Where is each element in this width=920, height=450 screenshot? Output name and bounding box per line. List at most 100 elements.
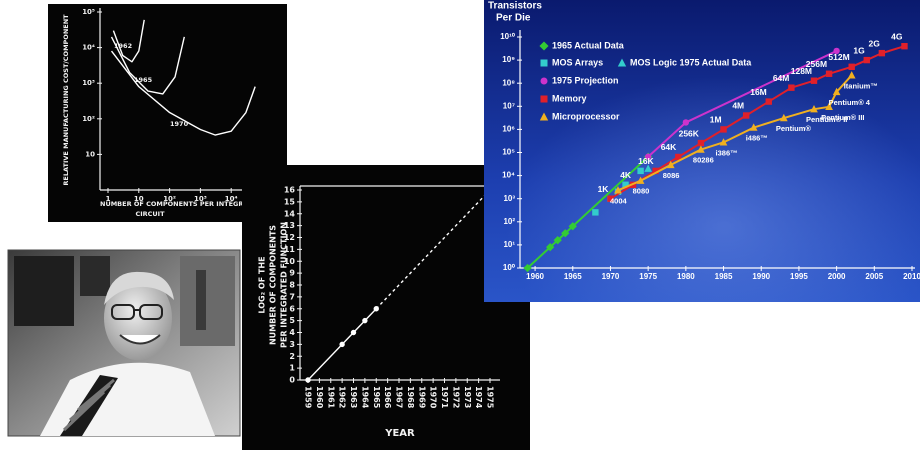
portrait-photo <box>8 250 240 436</box>
data-label: 256M <box>806 59 827 69</box>
y-tick-label: 10⁴ <box>502 171 515 180</box>
x-tick-label: 1960 <box>315 386 324 409</box>
point-label: 4004 <box>610 196 628 205</box>
y-tick-label: 4 <box>289 328 295 337</box>
point-label: 8080 <box>633 187 650 196</box>
y-tick-label: 10⁸ <box>502 78 515 87</box>
x-tick-label: 1969 <box>417 386 426 409</box>
y-tick-label: 10⁵ <box>502 148 515 157</box>
y-tick-label: 10¹ <box>503 240 515 249</box>
x-tick-label: 1960 <box>526 272 544 281</box>
data-label: 4G <box>891 31 903 41</box>
data-label: 1K <box>598 184 610 194</box>
legend-label: Microprocessor <box>552 111 620 121</box>
data-label: 4M <box>732 101 744 111</box>
x-tick-label: 1961 <box>326 386 335 409</box>
x-tick-label: 1971 <box>440 386 449 409</box>
marker <box>363 318 367 322</box>
marker <box>848 64 854 70</box>
y-tick-label: 15 <box>284 197 296 206</box>
y-tick-label: 5 <box>289 316 295 325</box>
point-label: i486™ <box>746 134 768 143</box>
x-tick-label: 1966 <box>383 386 392 409</box>
y-tick-label: 8 <box>289 281 295 290</box>
curve-label: 1970 <box>170 120 189 128</box>
data-label: 512M <box>828 52 849 62</box>
marker <box>340 342 344 346</box>
y-tick-label: 10² <box>503 217 515 226</box>
x-tick-label: 1980 <box>677 272 695 281</box>
point-label: 80286 <box>693 156 714 165</box>
x-tick-label: 1974 <box>474 386 483 409</box>
data-label: 4K <box>620 170 632 180</box>
data-label: 64K <box>661 142 677 152</box>
x-tick-label: 1964 <box>360 386 369 409</box>
point-label: Pentium® III <box>821 113 864 122</box>
y-tick-label: 16 <box>284 186 296 195</box>
y-tick-label: 7 <box>289 292 295 301</box>
data-label: 1M <box>710 115 722 125</box>
y-tick-label: 1 <box>289 364 295 373</box>
x-tick-label: 1970 <box>602 272 620 281</box>
point-label: Pentium® 4 <box>829 98 871 107</box>
y-tick-label: 10⁵ <box>82 8 95 16</box>
y-tick-label: 2 <box>289 352 295 361</box>
x-tick-label: 2010 <box>903 272 920 281</box>
y-tick-label: 6 <box>289 304 295 313</box>
data-label: 256K <box>679 128 700 138</box>
marker <box>351 330 355 334</box>
y-tick-label: 10 <box>85 150 95 158</box>
x-tick-label: 1973 <box>463 386 472 408</box>
marker <box>743 112 749 118</box>
x-tick-label: 1959 <box>304 386 313 409</box>
x-tick-label: 1970 <box>429 386 438 409</box>
y-axis-label: PER INTEGRATED FUNCTION <box>280 222 289 348</box>
legend-marker <box>541 60 548 67</box>
x-tick-label: 1965 <box>372 386 381 409</box>
x-tick-label: 1975 <box>639 272 657 281</box>
marker <box>879 50 885 56</box>
legend-label: 1965 Actual Data <box>552 40 625 50</box>
x-tick-label: 2005 <box>865 272 883 281</box>
y-tick-label: 10⁴ <box>82 44 95 52</box>
data-label: 16M <box>750 87 767 97</box>
collage: 1010²10³10⁴10⁵11010²10³10⁴10⁵RELATIVE MA… <box>0 0 920 450</box>
legend-label: 1975 Projection <box>552 75 619 85</box>
marker <box>306 378 310 382</box>
y-axis-label: LOG₂ OF THE <box>258 256 267 313</box>
data-label: 2G <box>869 38 881 48</box>
y-tick-label: 10³ <box>82 79 95 87</box>
y-tick-label: 10⁰ <box>503 263 516 272</box>
legend-label: Memory <box>552 93 587 103</box>
x-tick-label: 1965 <box>564 272 582 281</box>
y-tick-label: 10¹⁰ <box>500 32 516 41</box>
y-tick-label: 10⁹ <box>502 55 515 64</box>
x-tick-label: 1995 <box>790 272 808 281</box>
marker <box>788 84 794 90</box>
legend-label: MOS Logic 1975 Actual Data <box>630 57 752 67</box>
marker <box>720 126 726 132</box>
point-label: 8086 <box>663 171 680 180</box>
legend-label: MOS Arrays <box>552 57 603 67</box>
marker <box>683 119 689 125</box>
marker <box>826 71 832 77</box>
data-label: 64M <box>773 73 790 83</box>
x-tick-label: 1990 <box>752 272 770 281</box>
point-label: i386™ <box>716 148 738 157</box>
transistor-chart: 10⁰10¹10²10³10⁴10⁵10⁶10⁷10⁸10⁹10¹⁰196019… <box>484 0 920 302</box>
y-tick-label: 3 <box>289 340 295 349</box>
y-tick-label: 9 <box>289 269 295 278</box>
y-tick-label: 10⁷ <box>503 101 515 110</box>
x-tick-label: 1985 <box>715 272 733 281</box>
legend-marker <box>541 96 548 103</box>
chart-title: Per Die <box>496 13 531 24</box>
data-label: 16K <box>638 156 654 166</box>
point-label: Pentium® <box>776 124 812 133</box>
chart-title: Transistors <box>488 1 542 12</box>
data-label: 1G <box>853 45 865 55</box>
marker <box>698 140 704 146</box>
x-tick-label: 1967 <box>395 386 404 408</box>
x-tick-label: 2000 <box>828 272 846 281</box>
x-axis-label: YEAR <box>384 428 415 439</box>
x-axis-label: NUMBER OF COMPONENTS PER INTEGRATED <box>100 200 263 208</box>
